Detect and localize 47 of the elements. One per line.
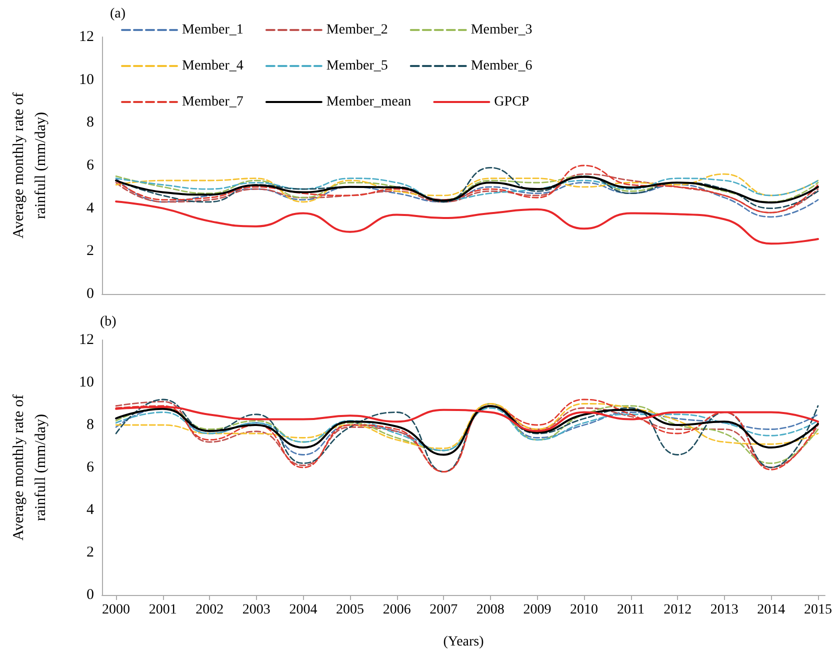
- x-tick-label: 2005: [336, 602, 364, 618]
- y-tick-label: 4: [86, 502, 94, 518]
- x-tick-label: 2003: [242, 602, 270, 618]
- legend-label: Member_mean: [326, 94, 412, 110]
- y-tick-label: 2: [86, 544, 94, 560]
- chart-title: (a): [110, 6, 126, 22]
- line-series: [115, 403, 819, 464]
- x-tick-label: 2008: [476, 602, 504, 618]
- x-tick-label: 2002: [196, 602, 224, 618]
- y-tick-label: 12: [79, 29, 94, 45]
- x-tick-label: 2012: [664, 602, 692, 618]
- line-series: [115, 200, 819, 245]
- x-tick-label: 2011: [617, 602, 645, 618]
- y-tick-label: 8: [86, 114, 94, 131]
- y-tick-label: 8: [86, 417, 94, 433]
- y-tick-label: 10: [79, 374, 94, 390]
- x-tick-label: 2014: [757, 602, 786, 618]
- x-tick-label: 2010: [570, 602, 598, 618]
- x-tick-label: 2006: [382, 602, 411, 618]
- legend-label: Member_4: [182, 58, 244, 74]
- legend-label: Member_2: [326, 22, 388, 38]
- y-tick-label: 4: [86, 200, 94, 216]
- x-tick-label: 2001: [148, 602, 177, 618]
- y-tick-label: 12: [79, 332, 94, 348]
- y-tick-label: 0: [86, 286, 94, 302]
- x-tick-label: 2015: [804, 602, 832, 618]
- legend-label: Member_7: [182, 94, 244, 110]
- x-tick-label: 2000: [102, 602, 130, 618]
- y-tick-label: 10: [79, 72, 94, 88]
- x-tick-label: 2004: [289, 602, 318, 618]
- x-tick-label: 2013: [710, 602, 738, 618]
- y-tick-label: 0: [86, 587, 94, 603]
- legend-label: Member_3: [470, 22, 532, 38]
- y-axis-title: Average monthly rate of rainfull (mm/day): [11, 92, 49, 238]
- legend-label: Member_6: [470, 58, 532, 74]
- x-tick-label: 2009: [523, 602, 552, 618]
- chart-title: (b): [100, 314, 117, 330]
- legend-label: Member_5: [326, 58, 388, 74]
- y-axis-title: Average monthly rate of rainfull (mm/day): [11, 394, 49, 540]
- y-tick-label: 2: [86, 243, 94, 260]
- x-tick-label: 2007: [430, 602, 458, 618]
- y-tick-label: 6: [86, 460, 94, 476]
- legend-label: Member_1: [182, 22, 244, 38]
- legend-label: GPCP: [494, 94, 530, 110]
- y-tick-label: 6: [86, 158, 94, 174]
- line-series: [115, 406, 819, 432]
- x-axis-title: (Years): [443, 634, 484, 650]
